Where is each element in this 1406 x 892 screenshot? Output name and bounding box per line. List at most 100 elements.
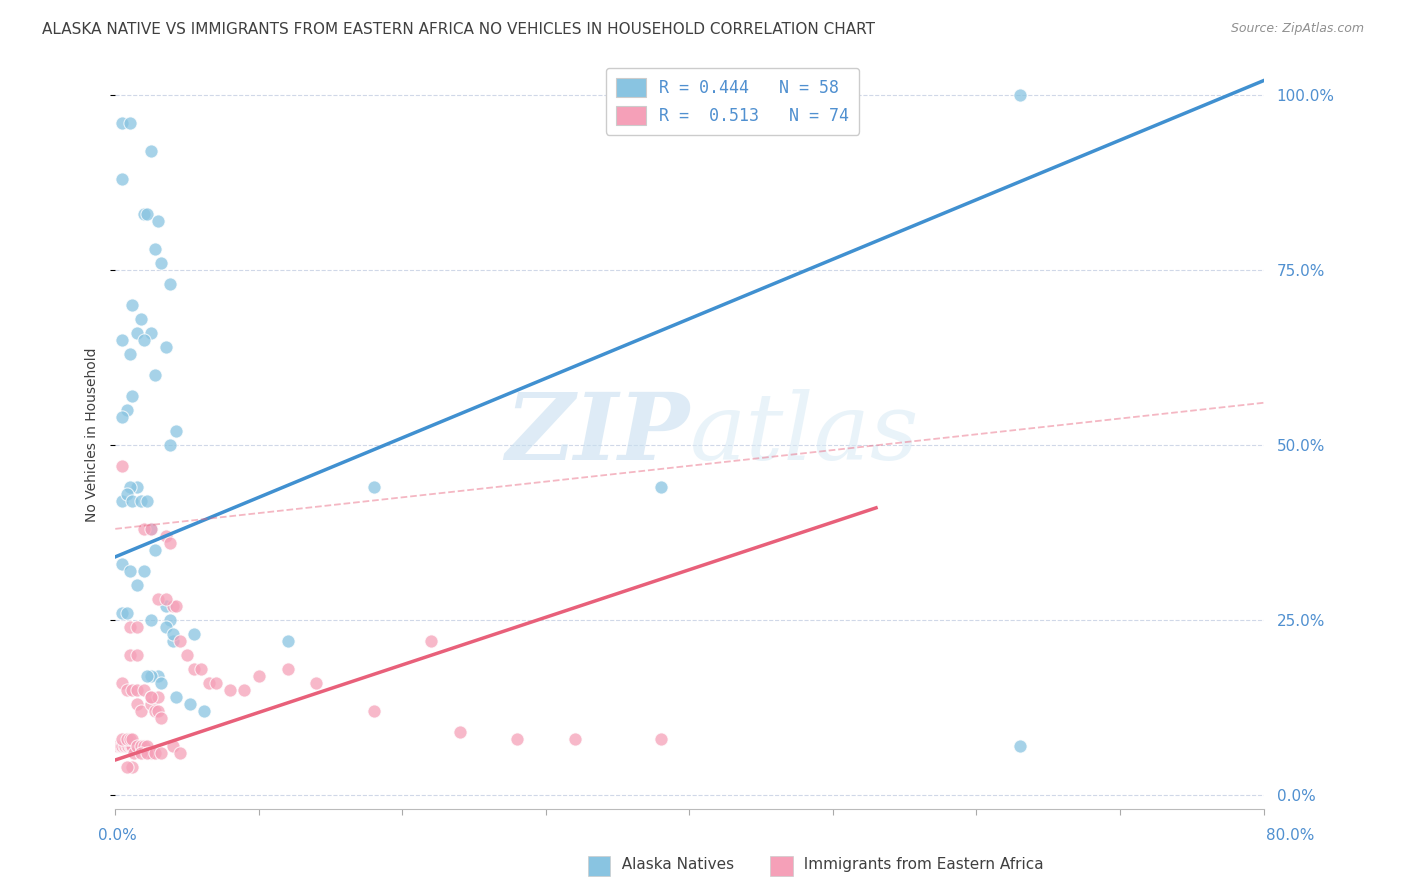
Point [135, 207, 157, 221]
Point [141, 746, 163, 760]
Point [118, 564, 141, 578]
Point [141, 690, 163, 704]
Point [276, 634, 298, 648]
Point [162, 599, 184, 613]
Point [129, 704, 152, 718]
Point [197, 676, 219, 690]
Point [233, 682, 256, 697]
Point [111, 171, 134, 186]
Text: ZIP: ZIP [505, 389, 689, 479]
Point [117, 739, 139, 753]
Y-axis label: No Vehicles in Household: No Vehicles in Household [86, 347, 100, 522]
Point [506, 731, 529, 746]
Point [145, 542, 167, 557]
Point [159, 613, 181, 627]
Point [155, 591, 177, 606]
Point [132, 564, 155, 578]
Point [111, 458, 134, 473]
Point [118, 480, 141, 494]
Point [183, 662, 205, 676]
Point [159, 536, 181, 550]
Point [115, 402, 138, 417]
Point [118, 347, 141, 361]
Point [219, 682, 242, 697]
Text: ALASKA NATIVE VS IMMIGRANTS FROM EASTERN AFRICA NO VEHICLES IN HOUSEHOLD CORRELA: ALASKA NATIVE VS IMMIGRANTS FROM EASTERN… [42, 22, 875, 37]
Point [148, 690, 170, 704]
Point [165, 599, 187, 613]
Point [141, 144, 163, 158]
Point [132, 522, 155, 536]
Point [135, 746, 157, 760]
Point [363, 480, 385, 494]
Point [145, 746, 167, 760]
Point [145, 368, 167, 382]
Text: Source: ZipAtlas.com: Source: ZipAtlas.com [1230, 22, 1364, 36]
Point [111, 409, 134, 424]
Point [121, 298, 143, 312]
Point [650, 480, 672, 494]
Point [125, 480, 148, 494]
Point [169, 634, 191, 648]
Point [125, 648, 148, 662]
Point [141, 690, 163, 704]
Point [148, 591, 170, 606]
Text: 0.0%: 0.0% [98, 828, 138, 843]
Point [420, 634, 443, 648]
Point [121, 760, 143, 774]
Point [247, 669, 270, 683]
Point [135, 739, 157, 753]
Point [148, 669, 170, 683]
Point [132, 333, 155, 347]
Point [150, 746, 173, 760]
Point [111, 557, 134, 571]
Point [165, 424, 187, 438]
Point [121, 389, 143, 403]
Point [141, 669, 163, 683]
Point [148, 704, 170, 718]
Point [114, 739, 136, 753]
Point [118, 115, 141, 129]
Point [159, 277, 181, 291]
Point [132, 739, 155, 753]
Point [129, 493, 152, 508]
Point [125, 697, 148, 711]
Point [115, 682, 138, 697]
Point [115, 606, 138, 620]
Point [111, 115, 134, 129]
Text: atlas: atlas [689, 389, 920, 479]
Point [148, 213, 170, 227]
Point [141, 522, 163, 536]
Point [204, 676, 226, 690]
Point [129, 739, 152, 753]
Point [183, 627, 205, 641]
Point [363, 704, 385, 718]
Point [111, 333, 134, 347]
Point [141, 613, 163, 627]
Point [125, 620, 148, 634]
Text: 80.0%: 80.0% [1267, 828, 1315, 843]
Point [276, 662, 298, 676]
Point [162, 634, 184, 648]
Point [125, 682, 148, 697]
Point [132, 207, 155, 221]
Point [111, 493, 134, 508]
Point [115, 487, 138, 501]
Point [129, 311, 152, 326]
Point [145, 704, 167, 718]
Point [159, 438, 181, 452]
Point [1008, 87, 1031, 102]
Point [111, 676, 134, 690]
Point [125, 326, 148, 340]
Point [155, 529, 177, 543]
Point [115, 731, 138, 746]
Point [121, 493, 143, 508]
Point [190, 662, 212, 676]
Point [176, 648, 198, 662]
Point [155, 340, 177, 354]
Legend: R = 0.444   N = 58, R =  0.513   N = 74: R = 0.444 N = 58, R = 0.513 N = 74 [606, 68, 859, 135]
Point [118, 731, 141, 746]
Point [125, 578, 148, 592]
Point [112, 739, 135, 753]
Point [1008, 739, 1031, 753]
Point [150, 711, 173, 725]
